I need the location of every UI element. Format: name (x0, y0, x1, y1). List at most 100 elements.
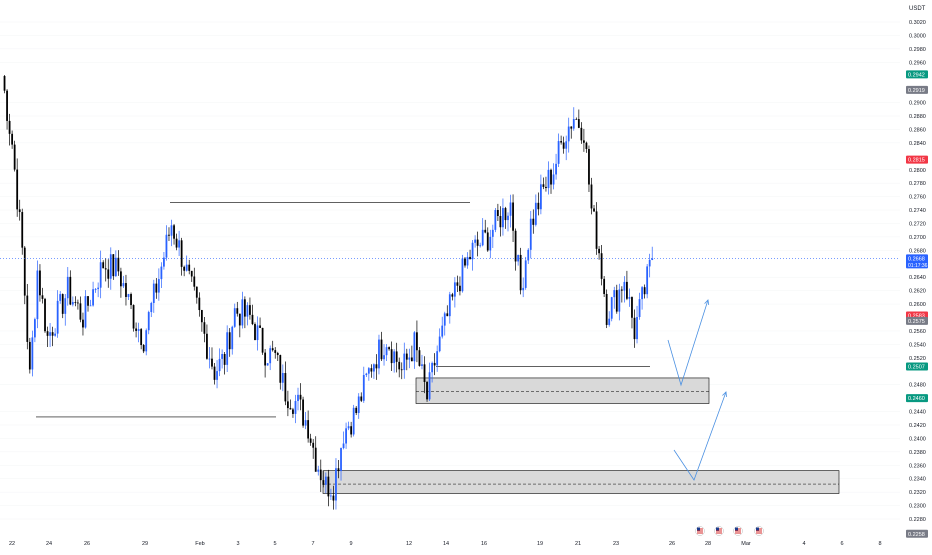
candle-body (297, 394, 299, 402)
candle-body (317, 469, 320, 472)
candle-body (92, 289, 94, 306)
candle-body (628, 297, 631, 299)
candle-body (183, 266, 186, 271)
projection-layer (667, 299, 727, 481)
flag-stripe (716, 530, 722, 532)
candle-body (246, 305, 249, 317)
flag-stripe (756, 532, 762, 534)
candle-body (243, 299, 246, 317)
price-tick-label: 0.2740 (909, 208, 926, 214)
candle-body (484, 229, 487, 233)
candle-body (638, 299, 641, 318)
time-tick-label: Feb (195, 541, 204, 547)
flag-stripe (697, 532, 703, 534)
time-tick-label: 22 (9, 541, 15, 547)
candle-body (567, 126, 570, 142)
candle-body (120, 271, 122, 287)
candle-body (426, 381, 428, 400)
time-tick-label: Mar (741, 541, 751, 547)
candle-body (651, 258, 654, 261)
candle-body (198, 297, 201, 311)
candle-body (646, 266, 649, 295)
zones-layer (322, 377, 840, 494)
price-tick-label: 0.2380 (909, 450, 926, 456)
price-tick-label: 0.2300 (909, 504, 926, 510)
candle-body (416, 332, 418, 351)
candle-body (74, 302, 77, 303)
candle-body (109, 254, 112, 279)
candle-body (332, 495, 335, 501)
candle-body (436, 351, 439, 366)
candle-body (49, 332, 51, 336)
candle-body (39, 270, 41, 296)
projection-path (673, 391, 727, 481)
time-tick-label: 26 (669, 541, 675, 547)
candle-body (294, 401, 297, 414)
candle-body (380, 339, 383, 360)
candle-body (340, 448, 342, 472)
candle-body (312, 442, 315, 448)
candle-body (51, 332, 54, 336)
time-tick-label: 3 (236, 541, 239, 547)
candle-body (593, 208, 595, 212)
candle-body (641, 287, 643, 300)
candle-body (307, 420, 310, 439)
price-tick-label: 0.2680 (909, 248, 926, 254)
candle-body (147, 312, 150, 331)
candle-body (433, 362, 436, 366)
price-tick-label: 0.2780 (909, 181, 926, 187)
candle-body (180, 240, 183, 267)
candle-body (610, 297, 613, 319)
candle-body (453, 282, 456, 297)
candle-body (155, 283, 158, 293)
candle-body (443, 313, 446, 326)
candle-body (216, 371, 218, 380)
candle-body (494, 210, 497, 230)
candle-body (373, 364, 375, 372)
us-flag-icon (714, 526, 724, 536)
price-badge-label: 0.2460 (908, 396, 925, 402)
candle-body (168, 234, 170, 236)
flag-stripe (756, 530, 762, 532)
price-tick-label: 0.2540 (909, 342, 926, 348)
candle-body (489, 236, 492, 251)
flag-stripe (697, 530, 703, 532)
candle-body (357, 396, 360, 414)
candle-body (79, 303, 82, 320)
candle-body (6, 90, 8, 121)
time-tick-label: 16 (481, 541, 487, 547)
candle-body (502, 208, 504, 228)
candle-body (608, 318, 611, 325)
candle-body (276, 352, 279, 356)
candle-body (28, 341, 31, 370)
candle-body (137, 329, 140, 331)
candle-body (221, 353, 224, 359)
price-tick-label: 0.2640 (909, 275, 926, 281)
price-tick-label: 0.2980 (909, 47, 926, 53)
candle-body (539, 184, 542, 210)
candle-body (337, 468, 340, 472)
time-tick-label: 8 (878, 541, 881, 547)
candle-body (208, 358, 211, 360)
time-axis[interactable]: 22 24 26 29 Feb 3 5 7 9 12 14 16 19 21 23 26 28 Mar 4 6 8 (9, 541, 882, 547)
candle-body (152, 283, 155, 303)
candle-body (431, 362, 433, 373)
candle-body (456, 282, 459, 286)
candle-body (175, 238, 178, 248)
price-tick-label: 0.2900 (909, 101, 926, 107)
time-tick-label: 21 (575, 541, 581, 547)
candle-body (590, 184, 593, 209)
price-badge (906, 394, 928, 403)
candle-body (304, 420, 307, 426)
candle-body (620, 289, 623, 291)
candle-body (605, 293, 608, 325)
candle-body (66, 276, 69, 299)
candle-body (636, 317, 638, 340)
candle-body (413, 332, 416, 362)
candle-body (145, 330, 148, 352)
candle-body (302, 399, 304, 426)
price-badge (906, 529, 928, 538)
candle-body (127, 294, 130, 297)
